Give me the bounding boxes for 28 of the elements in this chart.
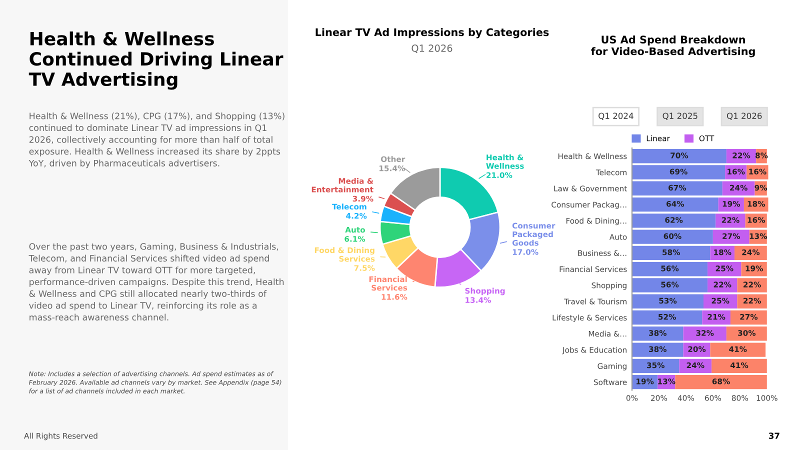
bar — [632, 197, 718, 212]
text: Health & Wellness (21%), CPG (17%), and Shopping (13%) continued to dominate Linear TV ad impressions in Q1 2026, collectively accounting for more than half of total exposure. Health & Wellness increased its share by 2ppts YoY, driven by Pharmaceuticals advertisers. — [28, 112, 284, 168]
chart-subtitle: Q1 2026 — [412, 44, 452, 54]
bar — [708, 262, 742, 276]
bar — [632, 165, 726, 180]
bar — [730, 310, 767, 325]
bar — [632, 262, 708, 276]
bar — [746, 165, 768, 180]
bar — [737, 278, 767, 292]
text: Q1 2026 — [726, 112, 762, 120]
text: Health & Wellness Continued Driving Linear TV Advertising — [28, 32, 284, 90]
bar — [632, 149, 726, 164]
text: 37 — [768, 432, 780, 439]
bar — [632, 181, 722, 196]
bar — [632, 294, 704, 308]
bar — [632, 246, 710, 260]
bar — [675, 374, 767, 390]
bar — [632, 358, 680, 374]
bar — [708, 278, 738, 292]
chart-title: US Ad Spend Breakdown for Video-Based Advertising — [591, 35, 755, 58]
bar — [632, 278, 708, 292]
bar — [679, 358, 712, 374]
text: Q1 2025 — [662, 112, 698, 120]
bar — [712, 358, 767, 374]
text: Over the past two years, Gaming, Business & Industrials, Telecom, and Financial Services shifted video ad spend away from Linear TV toward OTT for more targeted, performance-driven campaigns. Despite this trend, Health & Wellness and CPG still allocated nearly two-thirds of video ad spend to Linear TV, reinforcing its role as a mass-reach awareness channel. — [28, 243, 284, 321]
bar — [632, 310, 702, 325]
chart-title: Linear TV Ad Impressions by Categories — [316, 28, 549, 38]
text: Q1 2024 — [598, 112, 634, 120]
